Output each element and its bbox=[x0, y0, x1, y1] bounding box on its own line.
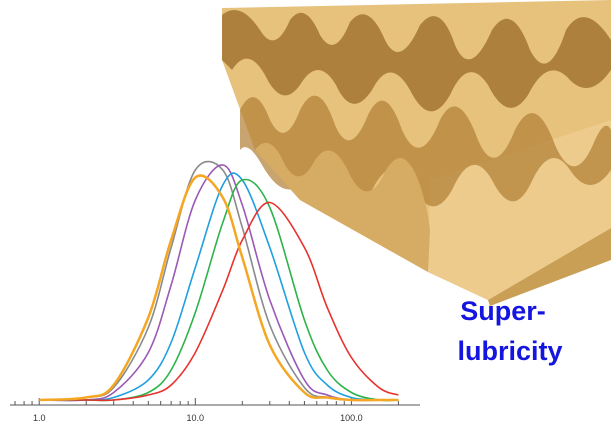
annotation: Super- bbox=[460, 296, 546, 326]
x-tick-label: 10.0 bbox=[187, 413, 205, 423]
line-series bbox=[39, 172, 399, 401]
foam-photo bbox=[222, 0, 611, 306]
x-tick-label: 1.0 bbox=[33, 413, 46, 423]
line-series bbox=[39, 174, 399, 402]
plot: 1.0 10.0 100.0 bbox=[10, 160, 420, 423]
line-series bbox=[39, 201, 399, 402]
x-tick-label: 100.0 bbox=[340, 413, 363, 423]
annotation: lubricity bbox=[457, 336, 562, 366]
